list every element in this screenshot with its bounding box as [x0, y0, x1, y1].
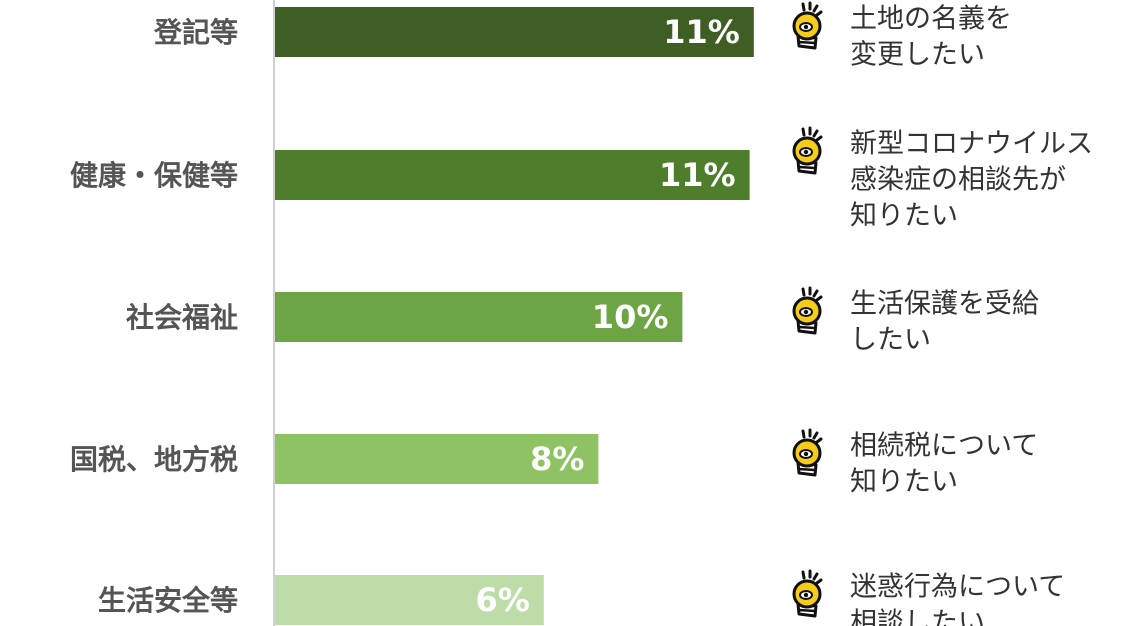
icon-base-line: [798, 325, 816, 330]
icon-ray: [815, 295, 823, 302]
icon-ray: [801, 127, 806, 137]
icon-pupil: [803, 451, 809, 457]
icon-ray: [815, 10, 823, 17]
value-label: 10%: [592, 298, 669, 336]
icon-ray: [812, 431, 819, 440]
icon-ray: [815, 437, 823, 444]
note-text: 知りたい: [850, 201, 958, 232]
note-text: 土地の名義を: [850, 4, 1012, 35]
note-text: 感染症の相談先が: [850, 165, 1066, 196]
icon-base-line: [798, 40, 816, 45]
note-text: 相続税について: [850, 431, 1038, 462]
note-text: 変更したい: [850, 40, 985, 71]
icon-pupil: [803, 592, 809, 598]
note-text: 相談したい: [850, 608, 985, 626]
category-label: 国税、地方税: [70, 443, 238, 476]
bar: [275, 434, 599, 484]
bar: [275, 292, 683, 342]
icon-pupil: [803, 149, 809, 155]
value-label: 11%: [659, 156, 736, 194]
lightbulb-icon: [792, 569, 823, 618]
note-text: 生活保護を受給: [850, 289, 1039, 320]
icon-ray: [801, 429, 806, 439]
value-label: 6%: [475, 581, 529, 619]
icon-ray: [815, 578, 823, 585]
lightbulb-icon: [792, 286, 823, 335]
icon-ray: [801, 2, 806, 12]
icon-ray: [812, 129, 819, 138]
icon-base-line: [798, 165, 816, 170]
icon-ray: [812, 572, 819, 581]
icon-base-line: [798, 608, 816, 613]
category-label: 登記等: [153, 16, 238, 49]
note-text: 新型コロナウイルス: [850, 129, 1093, 160]
icon-pupil: [803, 24, 809, 30]
lightbulb-icon: [792, 126, 823, 175]
icon-ray: [812, 289, 819, 298]
lightbulb-icon: [792, 428, 823, 477]
note-text: したい: [850, 325, 931, 356]
value-label: 11%: [663, 13, 740, 51]
icon-ray: [815, 135, 823, 142]
bar: [275, 150, 750, 200]
bar: [275, 575, 544, 625]
note-text: 知りたい: [850, 467, 958, 498]
category-label: 社会福祉: [126, 301, 238, 334]
icon-ray: [801, 287, 806, 297]
category-label: 生活安全等: [98, 584, 238, 617]
icon-pupil: [803, 309, 809, 315]
bar: [275, 7, 754, 57]
category-label: 健康・保健等: [70, 159, 238, 192]
note-text: 迷惑行為について: [850, 572, 1065, 603]
icon-base-line: [798, 467, 816, 472]
lightbulb-icon: [792, 1, 823, 50]
icon-ray: [801, 570, 806, 580]
icon-ray: [812, 4, 819, 13]
value-label: 8%: [530, 440, 584, 478]
